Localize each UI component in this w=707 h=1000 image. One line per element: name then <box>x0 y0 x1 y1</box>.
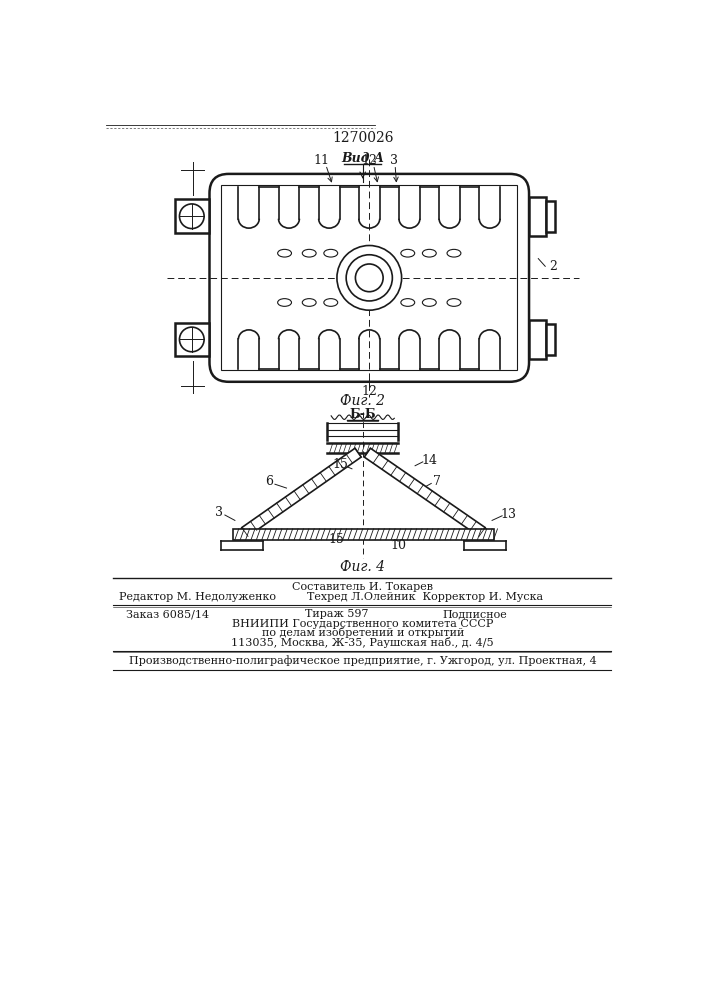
Bar <box>175 323 209 356</box>
Text: 15: 15 <box>332 458 349 471</box>
Ellipse shape <box>422 249 436 257</box>
Text: Вид А: Вид А <box>341 152 384 165</box>
Text: по делам изобретений и открытий: по делам изобретений и открытий <box>262 627 464 638</box>
Ellipse shape <box>278 249 291 257</box>
Text: Б-Б: Б-Б <box>349 408 376 421</box>
Bar <box>221 185 518 370</box>
Text: 12: 12 <box>361 154 377 167</box>
Ellipse shape <box>303 299 316 306</box>
Text: Тираж 597: Тираж 597 <box>305 609 368 619</box>
Text: Техред Л.Олейник  Корректор И. Муска: Техред Л.Олейник Корректор И. Муска <box>307 592 543 602</box>
Ellipse shape <box>447 249 461 257</box>
Bar <box>529 320 546 359</box>
Ellipse shape <box>278 299 291 306</box>
Text: 6: 6 <box>265 475 273 488</box>
FancyBboxPatch shape <box>209 174 529 382</box>
Text: 14: 14 <box>421 454 437 467</box>
Ellipse shape <box>401 249 415 257</box>
Text: Заказ 6085/14: Заказ 6085/14 <box>126 609 209 619</box>
Text: 15: 15 <box>329 533 344 546</box>
Text: ВНИИПИ Государственного комитета СССР: ВНИИПИ Государственного комитета СССР <box>232 619 493 629</box>
Bar <box>175 199 209 233</box>
Ellipse shape <box>324 299 338 306</box>
Text: Составитель И. Токарев: Составитель И. Токарев <box>292 582 433 592</box>
Text: 10: 10 <box>390 539 406 552</box>
Polygon shape <box>364 448 485 536</box>
Bar <box>546 201 555 232</box>
Ellipse shape <box>324 249 338 257</box>
Circle shape <box>337 246 402 310</box>
Bar <box>546 324 555 355</box>
Bar <box>233 529 494 540</box>
Text: 7: 7 <box>433 475 440 488</box>
Text: Подписное: Подписное <box>443 609 508 619</box>
Ellipse shape <box>422 299 436 306</box>
Text: Редактор М. Недолуженко: Редактор М. Недолуженко <box>119 592 276 602</box>
Text: Производственно-полиграфическое предприятие, г. Ужгород, ул. Проектная, 4: Производственно-полиграфическое предприя… <box>129 655 597 666</box>
Ellipse shape <box>303 249 316 257</box>
Text: Фиг. 2: Фиг. 2 <box>340 394 385 408</box>
Text: 11: 11 <box>313 154 329 167</box>
Text: Фиг. 4: Фиг. 4 <box>340 560 385 574</box>
Text: 13: 13 <box>501 508 516 521</box>
Bar <box>529 197 546 235</box>
Text: 1270026: 1270026 <box>332 131 394 145</box>
Text: 113035, Москва, Ж-35, Раушская наб., д. 4/5: 113035, Москва, Ж-35, Раушская наб., д. … <box>231 637 494 648</box>
Polygon shape <box>242 448 361 536</box>
Text: 12: 12 <box>361 385 378 398</box>
Circle shape <box>180 204 204 229</box>
Ellipse shape <box>447 299 461 306</box>
Circle shape <box>346 255 392 301</box>
Circle shape <box>356 264 383 292</box>
Ellipse shape <box>401 299 415 306</box>
Text: 2: 2 <box>549 260 557 273</box>
Text: 3: 3 <box>390 154 398 167</box>
Text: 3: 3 <box>215 506 223 519</box>
Circle shape <box>180 327 204 352</box>
